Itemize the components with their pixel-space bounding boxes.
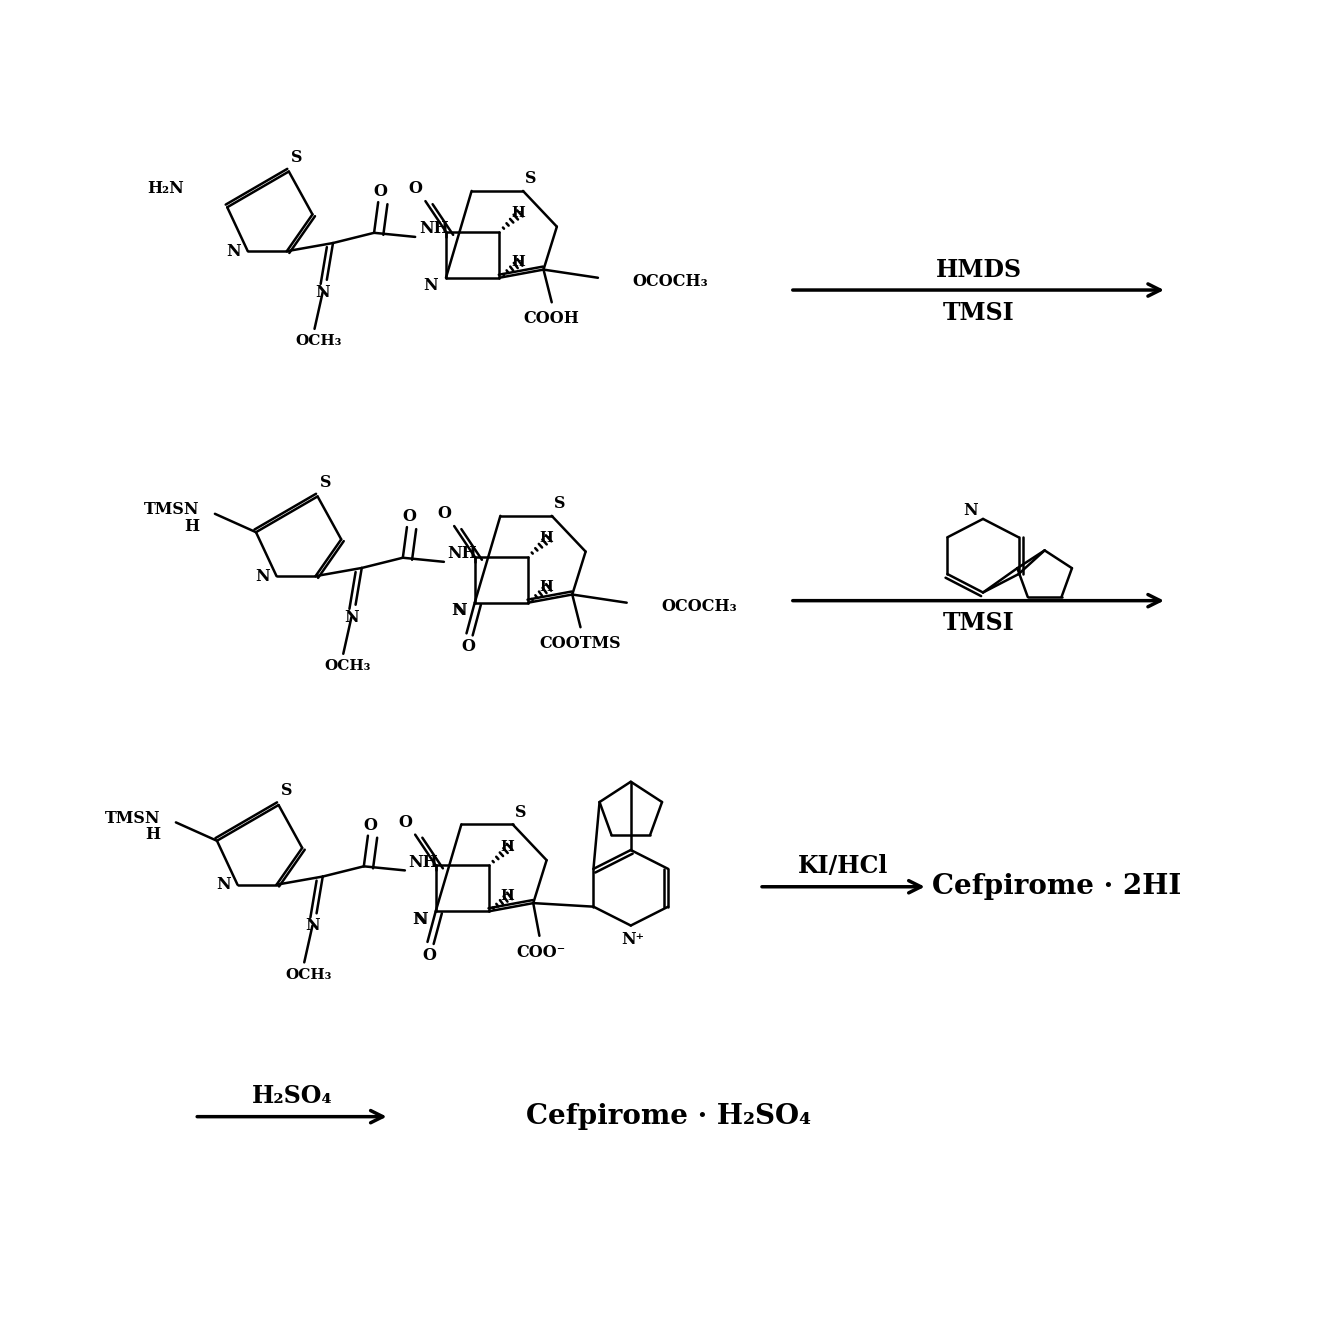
Text: O: O — [423, 946, 436, 963]
Text: OCH₃: OCH₃ — [295, 334, 342, 348]
Text: H: H — [539, 580, 554, 594]
Text: N: N — [413, 910, 428, 928]
Text: H: H — [501, 889, 514, 902]
Text: O: O — [374, 183, 387, 200]
Text: H: H — [511, 207, 525, 220]
Text: N: N — [216, 876, 231, 893]
Text: TMSI: TMSI — [942, 300, 1014, 325]
Text: S: S — [515, 804, 526, 820]
Text: N: N — [305, 917, 319, 934]
Text: S: S — [554, 495, 566, 512]
Text: N: N — [423, 277, 437, 295]
Text: H: H — [511, 255, 525, 269]
Text: O: O — [363, 817, 378, 833]
Text: COO⁻: COO⁻ — [517, 943, 566, 961]
Text: OCOCH₃: OCOCH₃ — [661, 598, 737, 616]
Text: S: S — [281, 782, 293, 799]
Text: O: O — [461, 638, 476, 656]
Text: NH: NH — [419, 220, 449, 238]
Text: O: O — [398, 813, 412, 831]
Text: H: H — [184, 518, 200, 535]
Text: N: N — [315, 284, 330, 301]
Text: N: N — [963, 502, 978, 519]
Text: N⁺: N⁺ — [621, 932, 644, 949]
Text: H₂SO₄: H₂SO₄ — [252, 1084, 333, 1108]
Text: N: N — [452, 602, 466, 620]
Text: H₂N: H₂N — [147, 180, 184, 198]
Text: N: N — [254, 568, 269, 585]
Text: S: S — [321, 474, 331, 491]
Text: OCOCH₃: OCOCH₃ — [633, 273, 709, 291]
Text: O: O — [401, 508, 416, 525]
Text: H: H — [146, 827, 160, 843]
Text: OCH₃: OCH₃ — [325, 660, 371, 673]
Text: COOTMS: COOTMS — [539, 636, 621, 652]
Text: TMSI: TMSI — [942, 612, 1014, 636]
Text: TMSN: TMSN — [105, 809, 160, 827]
Text: TMSN: TMSN — [144, 502, 200, 519]
Text: N: N — [227, 243, 241, 260]
Text: H: H — [539, 531, 554, 545]
Text: O: O — [408, 180, 423, 198]
Text: O: O — [437, 506, 450, 523]
Text: Cefpirome · 2HI: Cefpirome · 2HI — [933, 873, 1182, 900]
Text: KI/HCl: KI/HCl — [798, 855, 889, 878]
Text: COOH: COOH — [523, 311, 579, 328]
Text: NH: NH — [408, 853, 439, 871]
Text: S: S — [526, 170, 537, 187]
Text: Cefpirome · H₂SO₄: Cefpirome · H₂SO₄ — [526, 1103, 811, 1131]
Text: OCH₃: OCH₃ — [285, 967, 331, 982]
Text: NH: NH — [448, 545, 477, 563]
Text: S: S — [292, 149, 303, 166]
Text: HMDS: HMDS — [935, 257, 1022, 281]
Text: N: N — [344, 609, 359, 625]
Text: H: H — [501, 840, 514, 853]
Text: N: N — [451, 602, 465, 620]
Text: N: N — [412, 910, 427, 928]
